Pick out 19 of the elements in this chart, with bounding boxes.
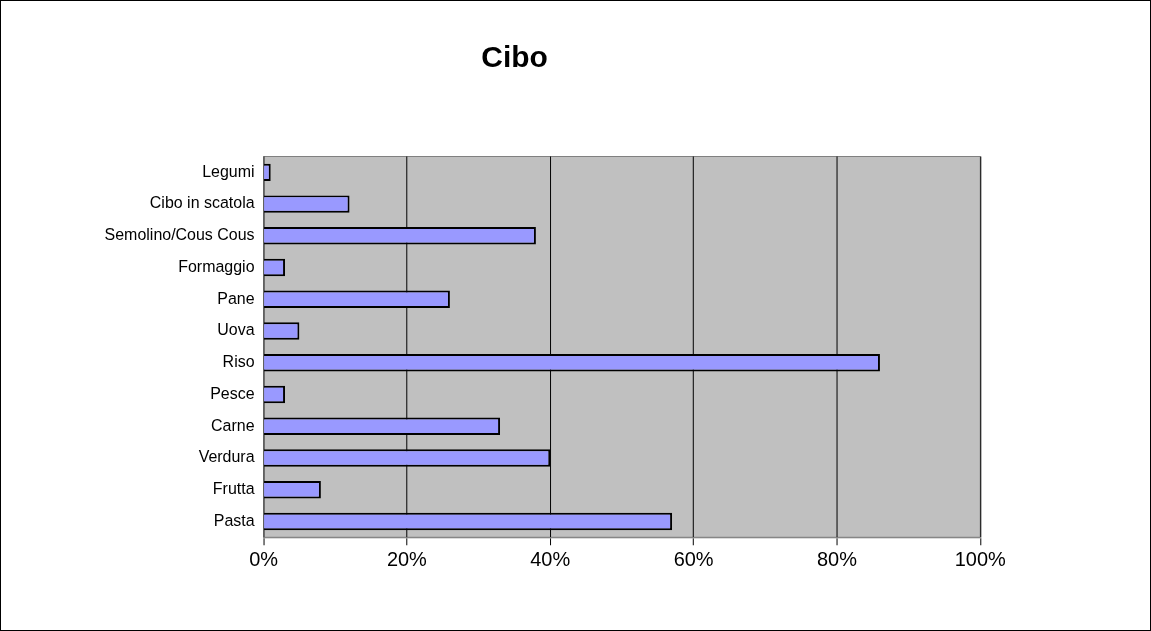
y-tick-label: Semolino/Cous Cous	[104, 226, 255, 244]
y-tick-label: Frutta	[212, 480, 255, 498]
y-tick-label: Pesce	[210, 384, 255, 402]
y-tick-label: Uova	[217, 321, 255, 339]
y-tick-label: Verdura	[198, 448, 255, 466]
y-tick-label: Pasta	[213, 511, 255, 529]
x-tick-label: 60%	[673, 547, 714, 570]
y-tick-label: Cibo in scatola	[149, 194, 255, 212]
y-tick-label: Riso	[222, 353, 255, 371]
x-tick-label: 80%	[816, 547, 858, 570]
x-tick-label: 100%	[954, 547, 1007, 570]
y-tick-label: Formaggio	[178, 257, 255, 275]
x-tick-label: 40%	[530, 547, 571, 570]
chart-title: Cibo	[481, 40, 548, 74]
x-tick-label: 0%	[249, 547, 279, 570]
x-tick-label: 20%	[386, 547, 428, 570]
y-tick-label: Carne	[211, 416, 255, 434]
y-tick-label: Legumi	[202, 162, 255, 180]
y-tick-label: Pane	[217, 289, 255, 307]
